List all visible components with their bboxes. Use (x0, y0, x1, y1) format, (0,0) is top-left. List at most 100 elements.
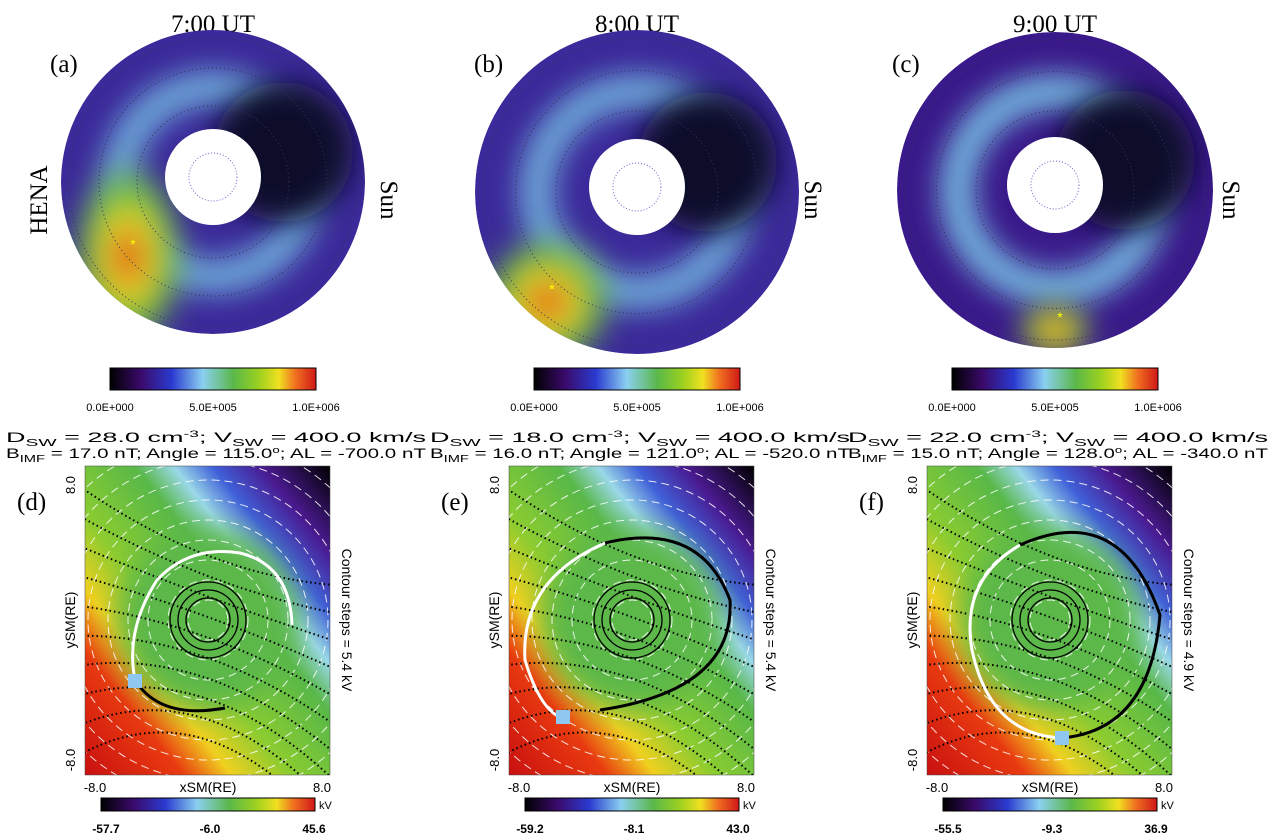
colorbar (942, 797, 1158, 812)
contour-solid (1027, 597, 1073, 643)
contour-dotted (509, 576, 754, 668)
y-tick-label: 8.0 (905, 476, 920, 494)
param-part: = 15.0 nT; Angle = 128.0 (887, 445, 1115, 461)
colorbar (524, 797, 740, 812)
start-marker (128, 674, 142, 688)
param-part: IMF (20, 454, 45, 465)
x-tick-label: -8.0 (508, 780, 530, 795)
earth-shadow (165, 129, 261, 225)
colorbar-tick-label: 0.0E+000 (510, 402, 557, 414)
param-part: B (430, 445, 444, 461)
colorbar (109, 367, 317, 391)
contour-dashed (929, 499, 1171, 741)
colorbar-tick-label: 1.0E+006 (1134, 402, 1181, 414)
params: D SW = 22.0 cm -3; V SW = 400.0 km/s (848, 429, 1268, 449)
contour-dashed (511, 499, 753, 741)
row-label: HENA (26, 165, 53, 234)
panel-label: (b) (474, 51, 503, 78)
contour-steps: Contour steps = 4.9 kV (1181, 549, 1197, 692)
potential-map (927, 466, 1172, 775)
earth-shadow (1007, 137, 1103, 233)
x-tick-label: 8.0 (313, 780, 331, 795)
trajectory (523, 541, 606, 720)
param-part: SW (1074, 438, 1106, 449)
colorbar-unit: kV (1161, 800, 1175, 812)
param-part: D (430, 429, 450, 445)
y-tick-label: 8.0 (63, 476, 78, 494)
param-part: IMF (444, 454, 469, 465)
trajectory (599, 536, 732, 712)
ena-grid (936, 71, 1174, 309)
contour-dashed (107, 519, 309, 721)
contour-dashed (1029, 599, 1071, 641)
param-part: o (1115, 445, 1122, 455)
param-part: o (697, 445, 704, 455)
y-tick-label: -8.0 (63, 749, 78, 771)
param-part: ; AL = -340.0 nT (1122, 445, 1268, 461)
param-part: = 400.0 km/s (263, 429, 426, 445)
contour-dashed (591, 579, 673, 661)
contour-steps: Contour steps = 5.4 kV (339, 549, 355, 692)
colorbar-tick-label: 5.0E+005 (1031, 402, 1078, 414)
contour-dashed (127, 539, 289, 701)
param-part: = 16.0 nT; Angle = 121.0 (469, 445, 697, 461)
contour-solid (177, 589, 239, 651)
panel-label: (c) (892, 51, 920, 78)
earth (612, 162, 662, 212)
param-part: SW (26, 438, 58, 449)
param-part: = 28.0 cm (57, 429, 184, 445)
star: * (549, 281, 555, 297)
y-axis-label: ySM(RE) (904, 592, 920, 649)
ena-hot (1015, 300, 1095, 348)
contour-dashed (989, 559, 1111, 681)
param-part: -3 (184, 429, 199, 439)
start-marker (1055, 731, 1069, 745)
contour-dotted (509, 518, 754, 614)
param-part: IMF (862, 454, 887, 465)
contour-dotted (927, 518, 1172, 614)
frame (84, 465, 331, 776)
x-axis-label: xSM(RE) (1022, 779, 1079, 795)
colorbar-tick-label: -55.5 (934, 822, 962, 836)
param-part: = 400.0 km/s (687, 429, 850, 445)
contour-dashed (949, 519, 1151, 721)
frame (926, 465, 1173, 776)
param-part: -3 (1026, 429, 1041, 439)
ena-grid (555, 110, 719, 274)
param-part: D (6, 429, 26, 445)
colorbar-tick-label: 0.0E+000 (86, 402, 133, 414)
x-axis-label: xSM(RE) (180, 779, 237, 795)
green-core (960, 530, 1140, 710)
contour-dotted (927, 605, 1172, 696)
contour-dotted (927, 576, 1172, 668)
contour-dotted (509, 605, 754, 696)
colorbar (100, 797, 316, 812)
colorbar-tick-label: 5.0E+005 (613, 402, 660, 414)
contour-dashed (611, 599, 653, 641)
ena-grid (975, 110, 1135, 270)
contour-dashed (167, 579, 249, 661)
contour-dotted (85, 661, 330, 751)
contour-dotted (85, 605, 330, 696)
panel-label: (e) (441, 489, 469, 516)
earth-shadow (589, 139, 685, 235)
contour-dashed (551, 539, 713, 701)
panel-label: (f) (859, 489, 884, 516)
colorbar-tick-label: 0.0E+000 (928, 402, 975, 414)
param-part: = 17.0 nT; Angle = 115.0 (45, 445, 273, 461)
ena-grid (136, 105, 290, 259)
ena-grid (482, 37, 792, 347)
contour-dotted (85, 518, 330, 614)
side-label: Sun (799, 181, 826, 220)
contour-dashed (87, 499, 329, 741)
side-label: Sun (375, 181, 402, 220)
contour-solid (1019, 589, 1081, 651)
colorbar (951, 367, 1159, 391)
contour-dashed (571, 559, 693, 681)
x-tick-label: 8.0 (737, 780, 755, 795)
contour-solid (1011, 581, 1089, 659)
param-part: = 18.0 cm (481, 429, 608, 445)
colorbar-tick-label: 1.0E+006 (716, 402, 763, 414)
contour-solid (601, 589, 663, 651)
colorbar-tick-label: 5.0E+005 (189, 402, 236, 414)
